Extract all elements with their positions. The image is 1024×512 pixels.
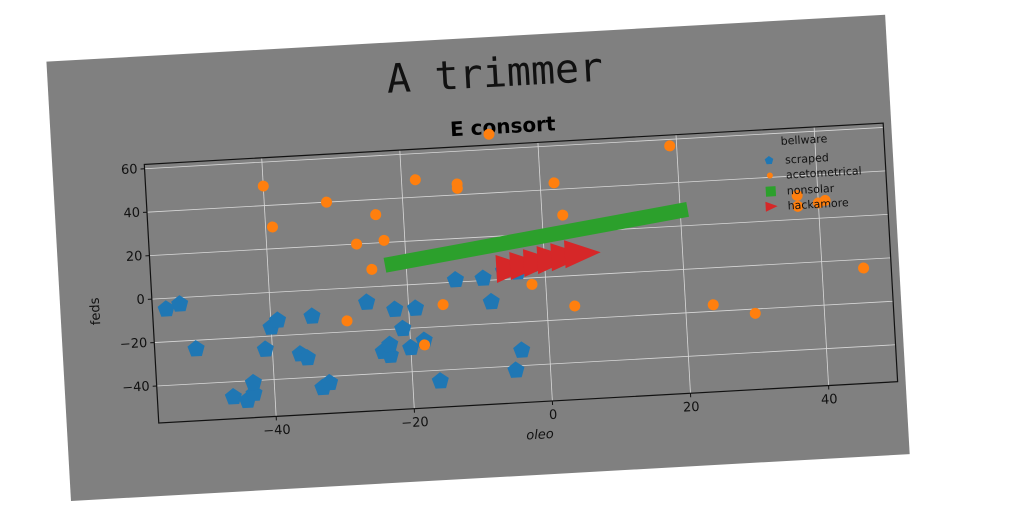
y-tick-label: −20: [120, 336, 148, 353]
gridline-x: [813, 126, 829, 386]
legend-marker-nonsolar: [765, 186, 777, 197]
scraped-point: [394, 319, 412, 337]
acetometrical-point: [707, 299, 719, 311]
series-acetometrical: [257, 128, 870, 351]
acetometrical-point: [266, 221, 278, 233]
acetometrical-point: [321, 196, 333, 208]
scraped-point: [358, 293, 376, 310]
acetometrical-point: [351, 238, 363, 250]
legend-entry-acetometrical: acetometrical: [766, 164, 862, 182]
scraped-point: [171, 295, 189, 312]
scraped-point: [381, 335, 399, 353]
legend-label-nonsolar: nonsolar: [786, 182, 835, 198]
gridline-x: [675, 134, 691, 394]
legend-label-hackamore: hackamore: [787, 196, 849, 212]
plot-area: −40 −20 0 20 40 −40 −20 0 20 40 60: [120, 122, 899, 440]
acetometrical-point: [569, 300, 581, 312]
scraped-point: [256, 340, 274, 357]
legend-title: bellware: [780, 132, 828, 148]
scraped-point: [431, 372, 449, 389]
acetometrical-point: [257, 180, 269, 192]
scraped-point: [157, 300, 175, 317]
scraped-point: [187, 339, 205, 357]
chart-title: E consort: [449, 111, 556, 141]
legend: bellware scraped acetometrical nonsolar …: [764, 132, 862, 213]
acetometrical-point: [378, 234, 390, 246]
acetometrical-point: [819, 194, 831, 206]
scraped-point: [386, 300, 404, 318]
scraped-point: [303, 307, 321, 324]
legend-entry-hackamore: hackamore: [765, 196, 849, 213]
legend-marker-scraped: [764, 156, 774, 165]
legend-entry-nonsolar: nonsolar: [765, 182, 835, 198]
x-tick-label: 0: [549, 408, 558, 423]
y-axis-label: feds: [88, 297, 105, 326]
scraped-point: [507, 361, 525, 378]
acetometrical-point: [419, 339, 431, 351]
legend-label-acetometrical: acetometrical: [786, 164, 862, 181]
scraped-point: [268, 311, 287, 328]
nonsolar-band: [383, 201, 689, 273]
scraped-point: [482, 292, 500, 310]
gridline-x: [399, 150, 415, 409]
acetometrical-point: [451, 178, 463, 190]
acetometrical-point: [749, 307, 761, 319]
x-tick-label: 20: [683, 400, 700, 416]
x-axis: −40 −20 0 20 40: [263, 385, 838, 440]
scraped-point: [224, 387, 242, 405]
scraped-point: [244, 373, 262, 391]
series-hackamore: [495, 240, 601, 283]
acetometrical-point: [526, 278, 538, 290]
scraped-point: [320, 373, 339, 391]
legend-marker-hackamore: [765, 201, 778, 212]
y-tick-label: 20: [126, 249, 143, 265]
legend-entry-scraped: scraped: [764, 151, 829, 167]
acetometrical-point: [557, 209, 569, 221]
scraped-point: [474, 269, 492, 286]
acetometrical-point: [858, 262, 870, 274]
y-axis: −40 −20 0 20 40 60: [120, 162, 157, 396]
acetometrical-point: [437, 299, 449, 311]
acetometrical-point: [409, 174, 421, 186]
acetometrical-point: [791, 189, 803, 201]
scraped-point: [446, 271, 464, 288]
acetometrical-point: [792, 200, 804, 212]
acetometrical-point: [664, 140, 676, 152]
series-nonsolar: [383, 201, 689, 273]
y-tick-label: 40: [123, 206, 140, 222]
gridline-y: [144, 127, 884, 170]
y-tick-label: 60: [121, 162, 138, 178]
y-tick-label: 0: [136, 293, 145, 308]
acetometrical-point: [341, 315, 353, 327]
data-marks: [157, 128, 870, 409]
y-tick-label: −40: [122, 379, 150, 396]
acetometrical-point: [483, 128, 495, 140]
gridline-y: [154, 300, 894, 343]
scraped-point: [513, 341, 531, 358]
x-axis-label: oleo: [526, 427, 554, 444]
acetometrical-point: [370, 209, 382, 221]
acetometrical-point: [548, 177, 560, 189]
gridline-x: [537, 142, 553, 401]
scraped-point: [402, 338, 420, 356]
legend-marker-acetometrical: [766, 172, 773, 179]
acetometrical-point: [366, 263, 378, 275]
hackamore-point: [564, 240, 601, 269]
x-tick-label: −40: [263, 423, 291, 440]
grid: [144, 126, 896, 417]
figure-background: [46, 14, 910, 501]
x-tick-label: 40: [821, 392, 838, 408]
legend-label-scraped: scraped: [785, 151, 829, 166]
gridline-y: [146, 170, 886, 213]
scraped-point: [406, 299, 425, 316]
axes-frame: [143, 122, 899, 424]
x-tick-label: −20: [401, 415, 429, 432]
gridline-x: [261, 157, 277, 417]
gridline-y: [156, 344, 896, 387]
scraped-point: [298, 348, 316, 366]
